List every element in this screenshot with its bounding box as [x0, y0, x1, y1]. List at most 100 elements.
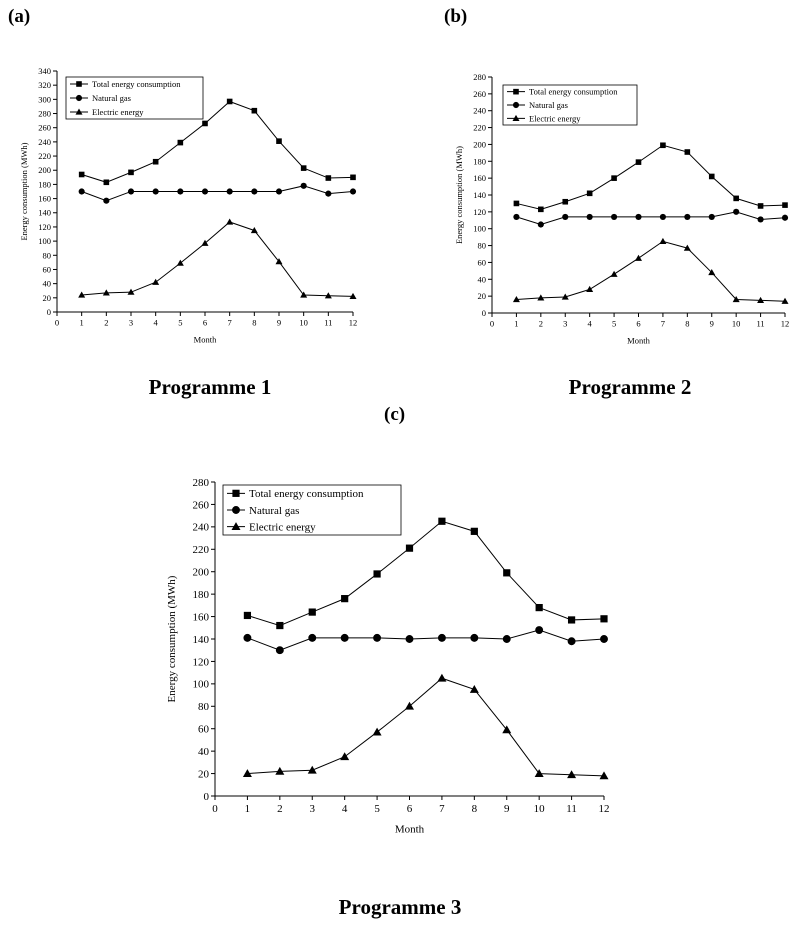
x-axis-label: Month	[627, 335, 650, 345]
x-tick-label: 9	[277, 318, 281, 328]
x-tick-label: 3	[310, 803, 316, 815]
data-point	[243, 633, 252, 642]
data-point	[586, 285, 594, 293]
x-tick-label: 5	[178, 318, 182, 328]
legend-marker	[75, 94, 83, 102]
data-point	[275, 188, 283, 195]
x-tick-label: 1	[80, 318, 84, 328]
y-tick-label: 260	[193, 499, 210, 511]
data-point	[350, 174, 356, 181]
series-line	[516, 144, 786, 210]
data-point	[275, 766, 285, 775]
data-point	[782, 202, 788, 208]
legend-marker	[232, 506, 240, 514]
data-point	[340, 752, 350, 761]
data-point	[562, 198, 569, 205]
data-point	[757, 216, 764, 223]
x-tick-label: 7	[228, 318, 232, 328]
data-point	[708, 213, 715, 220]
data-point	[599, 771, 609, 780]
y-tick-label: 180	[473, 156, 486, 166]
data-point	[535, 604, 543, 612]
data-point	[586, 190, 593, 197]
y-tick-label: 200	[193, 567, 210, 579]
data-point	[340, 633, 349, 642]
data-point	[308, 633, 317, 642]
series-circle	[513, 208, 789, 228]
data-point	[708, 173, 715, 180]
x-tick-label: 3	[563, 319, 567, 329]
data-point	[610, 270, 618, 277]
legend-marker	[231, 522, 241, 531]
data-point	[78, 291, 86, 298]
data-point	[127, 188, 135, 195]
legend-box	[222, 484, 402, 536]
data-point	[251, 188, 258, 195]
x-tick-label: 10	[534, 803, 546, 815]
data-point	[502, 725, 512, 734]
series-triangle	[512, 237, 789, 304]
legend-label: Total energy consumption	[249, 488, 364, 500]
x-tick-label: 11	[324, 318, 332, 328]
data-point	[275, 646, 284, 655]
x-tick-label: 0	[55, 318, 59, 328]
data-point	[437, 633, 446, 642]
data-point	[201, 239, 209, 246]
x-tick-label: 10	[732, 319, 741, 329]
data-point	[78, 171, 85, 178]
data-point	[567, 616, 576, 624]
y-tick-label: 200	[473, 139, 486, 149]
legend-label: Electric energy	[92, 107, 144, 117]
x-tick-label: 2	[277, 803, 283, 815]
y-tick-label: 20	[43, 293, 52, 303]
data-point	[325, 175, 332, 181]
x-tick-label: 4	[342, 803, 348, 815]
data-point	[469, 684, 479, 693]
y-tick-label: 100	[193, 679, 210, 691]
y-tick-label: 0	[482, 308, 486, 318]
y-tick-label: 280	[193, 477, 210, 489]
y-tick-label: 80	[43, 250, 52, 260]
data-point	[538, 206, 544, 213]
data-point	[513, 200, 520, 207]
data-point	[660, 142, 666, 149]
y-tick-label: 340	[38, 66, 51, 76]
x-tick-label: 8	[472, 803, 478, 815]
data-point	[307, 765, 317, 774]
data-point	[242, 769, 252, 777]
plot-area: 0 20 40 60 80 100 120 140 160 180 200 220 240 260 280 0…	[166, 477, 610, 836]
data-point	[683, 244, 691, 251]
series-line	[516, 240, 786, 302]
x-tick-label: 11	[566, 803, 577, 815]
series-line	[247, 520, 605, 627]
data-point	[562, 213, 569, 220]
data-point	[567, 637, 576, 646]
data-point	[732, 296, 740, 303]
legend-box	[502, 84, 638, 126]
data-point	[226, 188, 233, 195]
x-tick-label: 5	[612, 319, 616, 329]
y-tick-label: 280	[473, 72, 486, 82]
legend-label: Natural gas	[92, 93, 131, 103]
data-point	[324, 292, 332, 299]
data-point	[502, 635, 511, 643]
x-tick-label: 4	[588, 319, 593, 329]
data-point	[503, 569, 511, 577]
series-square	[243, 517, 608, 630]
caption-programme-1: Programme 1	[148, 375, 272, 399]
data-point	[635, 213, 642, 220]
data-point	[300, 165, 307, 171]
data-point	[600, 615, 608, 623]
data-point	[405, 635, 414, 643]
caption-programme-2: Programme 2	[568, 375, 692, 399]
x-tick-label: 7	[661, 319, 665, 329]
data-point	[437, 673, 447, 682]
series-line	[81, 185, 354, 202]
x-tick-label: 11	[756, 319, 764, 329]
series-line	[247, 677, 605, 777]
data-point	[708, 269, 716, 276]
data-point	[300, 182, 307, 189]
legend-marker	[76, 81, 82, 87]
y-tick-label: 280	[38, 109, 51, 119]
